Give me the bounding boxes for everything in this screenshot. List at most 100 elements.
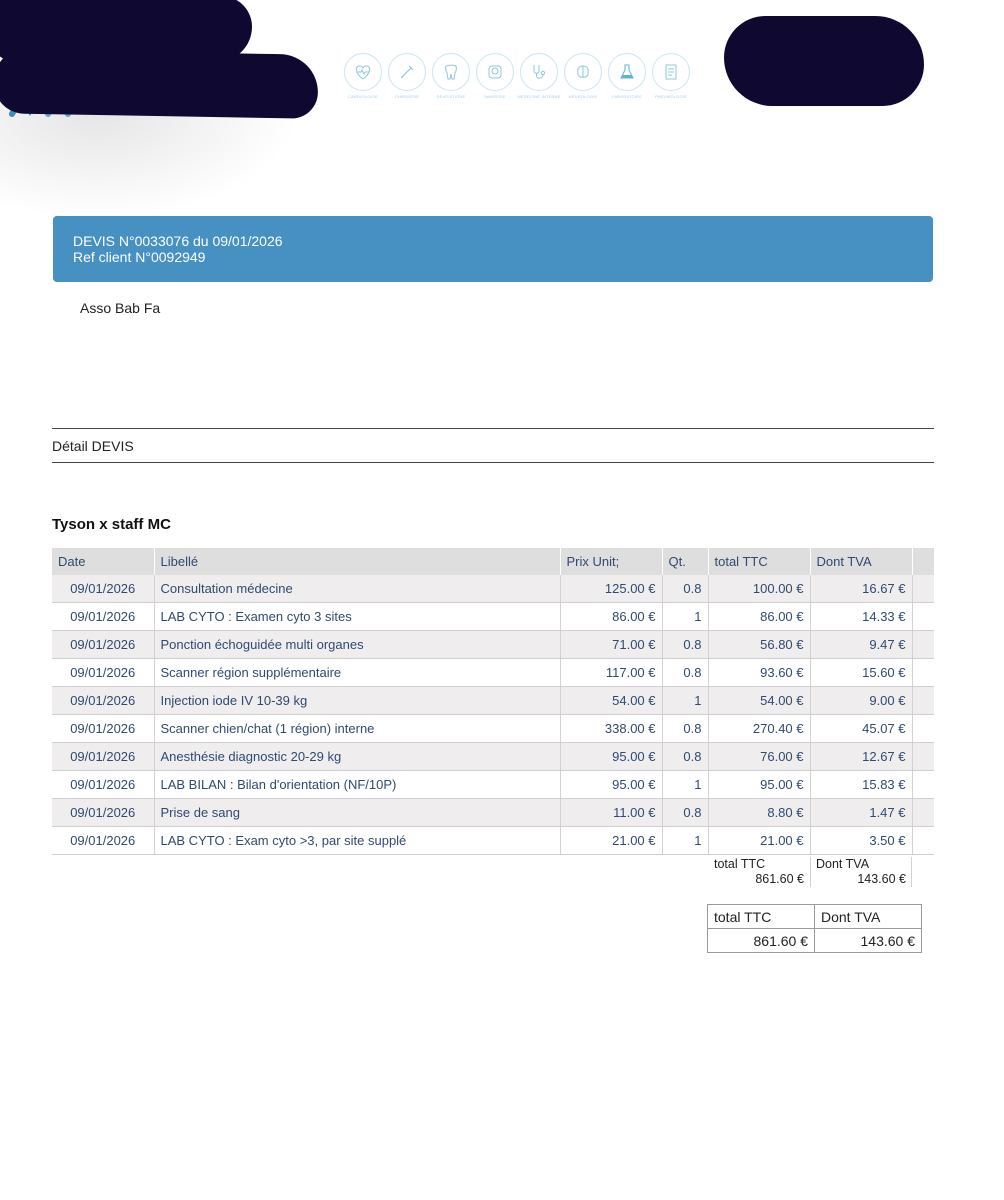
row-unit-price: 95.00 € <box>559 742 662 771</box>
row-quantity: 0.8 <box>661 798 708 827</box>
row-spacer <box>911 686 934 715</box>
row-tva: 12.67 € <box>809 742 912 771</box>
row-quantity: 0.8 <box>661 742 708 771</box>
redaction-mark <box>0 49 319 119</box>
row-date: 09/01/2026 <box>52 658 154 687</box>
table-row: 09/01/2026 LAB CYTO : Exam cyto >3, par s… <box>52 826 934 855</box>
quote-items-table: Date Libellé Prix Unit; Qt. total TTC Do… <box>52 548 934 855</box>
row-total-ttc: 86.00 € <box>707 602 810 631</box>
row-unit-price: 86.00 € <box>559 602 662 631</box>
total-tva-value: 143.60 € <box>814 928 922 953</box>
row-label: LAB CYTO : Exam cyto >3, par site supplé <box>153 826 560 855</box>
row-unit-price: 117.00 € <box>559 658 662 687</box>
section-title: Détail DEVIS <box>52 438 134 454</box>
row-label: Consultation médecine <box>153 575 560 603</box>
row-spacer <box>911 575 934 603</box>
redaction-mark <box>724 16 924 106</box>
table-row: 09/01/2026 Prise de sang 11.00 €0.8 8.80 €1… <box>52 798 934 827</box>
subtotal-ttc-value: 861.60 € <box>755 872 804 886</box>
divider <box>52 462 934 463</box>
tooth-icon <box>445 64 457 80</box>
row-label: LAB BILAN : Bilan d'orientation (NF/10P) <box>153 770 560 799</box>
row-quantity: 1 <box>661 770 708 799</box>
xray-icon <box>488 65 502 79</box>
group-title: Tyson x staff MC <box>52 516 171 533</box>
row-total-ttc: 21.00 € <box>707 826 810 855</box>
row-spacer <box>911 658 934 687</box>
service-neurologie: NEUROLOGIE <box>564 53 602 99</box>
service-caption: PNEUMOLOGIE <box>655 94 687 99</box>
service-caption: DENTISTERIE <box>436 94 466 99</box>
row-tva: 9.47 € <box>809 630 912 659</box>
service-caption: IMAGERIE <box>484 94 506 99</box>
row-label: LAB CYTO : Examen cyto 3 sites <box>153 602 560 631</box>
table-row: 09/01/2026 Consultation médecine 125.00 €0… <box>52 575 934 603</box>
scalpel-icon <box>400 65 414 79</box>
row-total-ttc: 95.00 € <box>707 770 810 799</box>
subtotal-tva: Dont TVA 143.60 € <box>816 857 906 887</box>
row-date: 09/01/2026 <box>52 575 154 603</box>
row-unit-price: 21.00 € <box>559 826 662 855</box>
row-tva: 16.67 € <box>809 575 912 603</box>
table-row: 09/01/2026 Scanner région supplémentaire 1… <box>52 658 934 687</box>
row-spacer <box>911 714 934 743</box>
service-pneumologie: PNEUMOLOGIE <box>652 53 690 99</box>
subtotal-divider <box>810 857 811 887</box>
column-header: Qt. <box>661 548 708 575</box>
row-label: Anesthésie diagnostic 20-29 kg <box>153 742 560 771</box>
row-date: 09/01/2026 <box>52 798 154 827</box>
row-tva: 15.83 € <box>809 770 912 799</box>
row-total-ttc: 76.00 € <box>707 742 810 771</box>
row-label: Injection iode IV 10-39 kg <box>153 686 560 715</box>
service-caption: CARDIOLOGIE <box>348 94 378 99</box>
row-quantity: 0.8 <box>661 658 708 687</box>
brain-icon <box>577 65 589 78</box>
service-imagerie: IMAGERIE <box>476 53 514 99</box>
row-total-ttc: 270.40 € <box>707 714 810 743</box>
row-unit-price: 71.00 € <box>559 630 662 659</box>
row-total-ttc: 100.00 € <box>707 575 810 603</box>
table-row: 09/01/2026 Scanner chien/chat (1 région) … <box>52 714 934 743</box>
row-unit-price: 54.00 € <box>559 686 662 715</box>
column-header-spacer <box>911 548 934 575</box>
row-date: 09/01/2026 <box>52 714 154 743</box>
row-total-ttc: 8.80 € <box>707 798 810 827</box>
row-date: 09/01/2026 <box>52 630 154 659</box>
total-tva-label: Dont TVA <box>814 904 922 929</box>
row-spacer <box>911 798 934 827</box>
row-spacer <box>911 630 934 659</box>
row-label: Ponction échoguidée multi organes <box>153 630 560 659</box>
client-reference: Ref client N°0092949 <box>73 249 206 265</box>
column-header: Dont TVA <box>809 548 912 575</box>
column-header: Libellé <box>153 548 560 575</box>
row-quantity: 0.8 <box>661 714 708 743</box>
subtotal-ttc: total TTC 861.60 € <box>714 857 804 887</box>
row-label: Scanner région supplémentaire <box>153 658 560 687</box>
table-header-row: Date Libellé Prix Unit; Qt. total TTC Do… <box>52 548 934 575</box>
row-spacer <box>911 770 934 799</box>
table-row: 09/01/2026 Injection iode IV 10-39 kg 54.0… <box>52 686 934 715</box>
row-unit-price: 338.00 € <box>559 714 662 743</box>
quote-banner: DEVIS N°0033076 du 09/01/2026 Ref client… <box>53 216 933 282</box>
row-tva: 1.47 € <box>809 798 912 827</box>
row-unit-price: 11.00 € <box>559 798 662 827</box>
service-cardiologie: CARDIOLOGIE <box>344 53 382 99</box>
row-spacer <box>911 826 934 855</box>
row-total-ttc: 93.60 € <box>707 658 810 687</box>
column-header: total TTC <box>707 548 810 575</box>
service-icons: CARDIOLOGIE CHIRURGIE DENTISTERIE IMAGER… <box>344 53 690 99</box>
row-quantity: 1 <box>661 826 708 855</box>
row-date: 09/01/2026 <box>52 770 154 799</box>
column-header: Prix Unit; <box>559 548 662 575</box>
table-row: 09/01/2026 LAB BILAN : Bilan d'orientatio… <box>52 770 934 799</box>
row-label: Prise de sang <box>153 798 560 827</box>
total-ttc-value: 861.60 € <box>707 928 815 953</box>
column-header: Date <box>52 548 154 575</box>
document-icon <box>665 64 677 80</box>
subtotal-tva-value: 143.60 € <box>857 872 906 886</box>
row-unit-price: 125.00 € <box>559 575 662 603</box>
table-row: 09/01/2026 Anesthésie diagnostic 20-29 kg… <box>52 742 934 771</box>
row-tva: 9.00 € <box>809 686 912 715</box>
subtotal-ttc-label: total TTC <box>714 857 766 871</box>
totals-table: total TTC Dont TVA 861.60 € 143.60 € <box>707 904 922 953</box>
